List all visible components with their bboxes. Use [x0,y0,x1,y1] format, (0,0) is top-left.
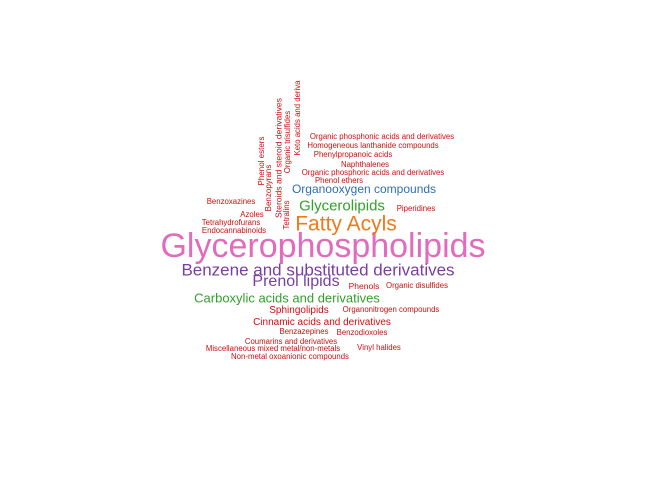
word-naphthalenes: Naphthalenes [340,160,390,170]
word-benzazepines: Benzazepines [279,327,329,337]
word-organonitrogen-compounds: Organonitrogen compounds [342,305,440,315]
word-cinnamic-acids-and-derivatives: Cinnamic acids and derivatives [253,317,391,328]
word-azoles: Azoles [240,210,264,220]
word-sphingolipids: Sphingolipids [269,305,329,316]
word-homogeneous-lanthanide-compounds: Homogeneous lanthanide compounds [307,141,439,151]
word-phenylpropanoic-acids: Phenylpropanoic acids [313,150,393,160]
word-benzopyrans: Benzopyrans [264,164,273,212]
word-benzoxazines: Benzoxazines [206,197,256,207]
word-tetrahydrofurans: Tetrahydrofurans [201,218,261,228]
word-miscellaneous-mixed-metal-non-metals: Miscellaneous mixed metal/non-metals [205,344,341,354]
word-glycerolipids: Glycerolipids [299,197,385,215]
word-carboxylic-acids-and-derivatives: Carboxylic acids and derivatives [194,290,380,306]
word-organic-phosphoric-acids-and-derivatives: Organic phosphoric acids and derivatives [301,168,445,178]
word-piperidines: Piperidines [396,204,436,214]
word-non-metal-oxoanionic-compounds: Non-metal oxoanionic compounds [231,352,349,362]
word-glycerophospholipids: Glycerophospholipids [160,227,486,265]
word-phenol-ethers: Phenol ethers [314,176,364,186]
word-vinyl-halides: Vinyl halides [357,343,401,353]
word-coumarins-and-derivatives: Coumarins and derivatives [244,337,338,347]
word-keto-acids-and-deriva: Keto acids and deriva [293,80,303,156]
word-prenol-lipids: Prenol lipids [252,273,340,290]
word-phenols: Phenols [348,280,380,291]
word-fatty-acyls: Fatty Acyls [295,212,397,236]
word-organic-phosphonic-acids-and-derivatives: Organic phosphonic acids and derivatives [309,132,455,142]
word-tetralins: Tetralins [282,200,292,230]
word-organooxygen-compounds: Organooxygen compounds [291,182,437,196]
word-organic-disulfides: Organic disulfides [386,281,448,291]
word-organic-trisulfides: Organic trisulfides [283,110,293,174]
word-endocannabinoids: Endocannabinoids [201,226,267,236]
word-benzene-and-substituted-derivatives: Benzene and substituted derivatives [181,260,455,280]
word-benzodioxoles: Benzodioxoles [336,328,388,338]
